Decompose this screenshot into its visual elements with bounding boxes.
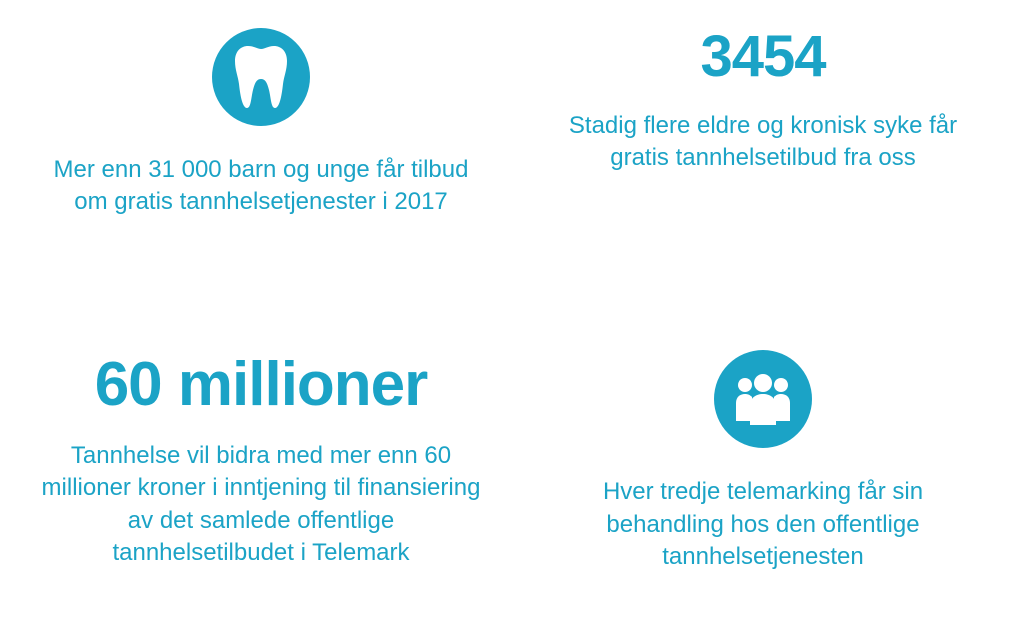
stat-number: 60 millioner xyxy=(95,354,428,416)
people-icon xyxy=(714,350,812,448)
stat-desc: Hver tredje telemarking får sin behandli… xyxy=(543,476,983,573)
stat-number: 3454 xyxy=(700,28,825,86)
stat-desc: Mer enn 31 000 barn og unge får tilbud o… xyxy=(41,154,481,219)
stat-card-funding: 60 millioner Tannhelse vil bidra med mer… xyxy=(30,335,492,590)
infographic-grid: Mer enn 31 000 barn og unge får tilbud o… xyxy=(0,0,1024,629)
tooth-icon xyxy=(212,28,310,126)
stat-card-children: Mer enn 31 000 barn og unge får tilbud o… xyxy=(30,20,492,275)
tooth-icon-svg xyxy=(235,46,287,108)
stat-card-public-service: Hver tredje telemarking får sin behandli… xyxy=(532,335,994,590)
stat-card-elderly: 3454 Stadig flere eldre og kronisk syke … xyxy=(532,20,994,275)
people-icon-svg xyxy=(732,373,794,425)
stat-desc: Tannhelse vil bidra med mer enn 60 milli… xyxy=(41,440,481,570)
stat-desc: Stadig flere eldre og kronisk syke får g… xyxy=(543,110,983,175)
